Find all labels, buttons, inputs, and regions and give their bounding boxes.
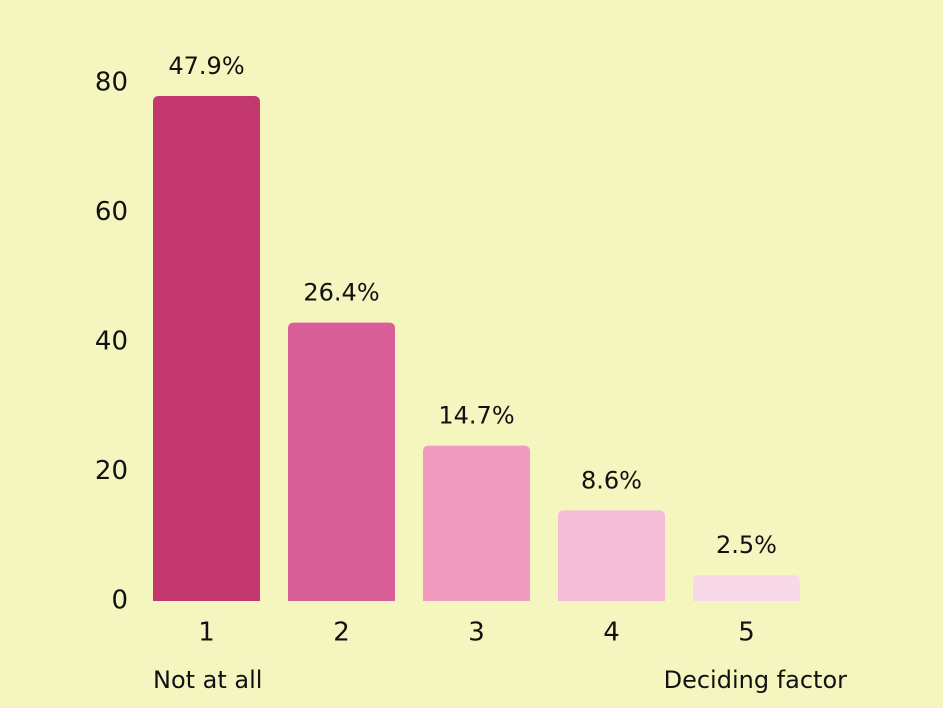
value-label: 8.6%: [581, 466, 642, 494]
annotation: Not at all: [153, 666, 262, 694]
y-tick-label: 40: [95, 327, 128, 357]
value-label: 47.9%: [168, 52, 244, 80]
y-tick-label: 80: [95, 68, 128, 98]
bar: [153, 95, 260, 601]
x-tick-label: 3: [468, 618, 485, 648]
y-tick-label: 20: [95, 456, 128, 486]
x-tick-label: 1: [198, 618, 215, 648]
value-label: 26.4%: [303, 279, 379, 307]
x-tick-label: 2: [333, 618, 350, 648]
bar: [288, 322, 395, 601]
x-tick-label: 4: [603, 618, 620, 648]
bar: [693, 575, 800, 601]
value-label: 2.5%: [716, 531, 777, 559]
value-label: 14.7%: [438, 402, 514, 430]
x-tick-label: 5: [738, 618, 755, 648]
bar: [558, 510, 665, 601]
bar: [423, 445, 530, 601]
annotation: Deciding factor: [664, 666, 848, 694]
y-tick-label: 60: [95, 197, 128, 227]
y-tick-label: 0: [111, 586, 128, 616]
